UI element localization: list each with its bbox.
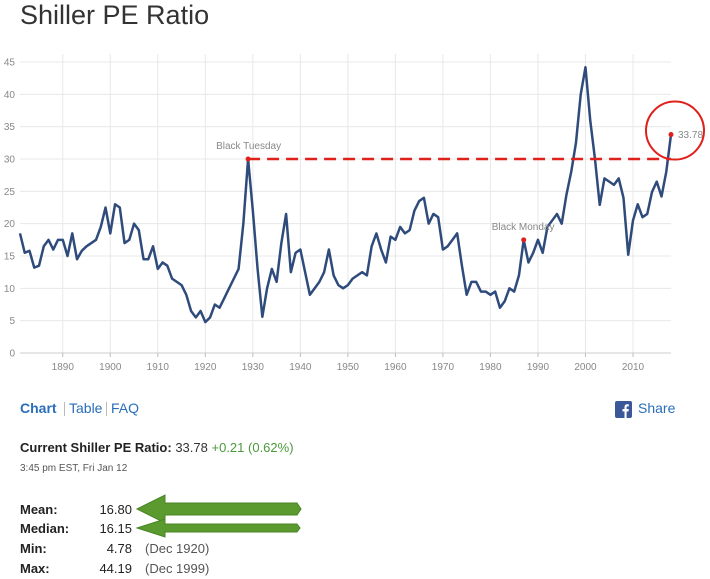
x-tick-label: 1910 <box>147 362 170 373</box>
green-arrows <box>135 494 302 538</box>
share-link[interactable]: Share <box>638 400 676 416</box>
tab-chart[interactable]: Chart <box>20 400 57 416</box>
value-label: 33.78 <box>678 130 703 141</box>
data-line <box>18 65 673 324</box>
x-tick-label: 1940 <box>289 362 312 373</box>
y-tick-label: 5 <box>9 316 15 327</box>
annotation-label: Black Tuesday <box>216 141 281 152</box>
current-number: 33.78 <box>175 440 208 455</box>
annotation-dot <box>521 237 527 243</box>
timestamp: 3:45 pm EST, Fri Jan 12 <box>20 463 128 474</box>
highlight-circle <box>645 100 705 161</box>
x-tick-label: 1920 <box>194 362 217 373</box>
y-tick-label: 25 <box>4 187 16 198</box>
y-tick-label: 40 <box>4 90 16 101</box>
stat-value: 4.78 <box>106 541 132 556</box>
tab-table[interactable]: Table <box>69 400 103 416</box>
y-tick-label: 15 <box>4 252 16 263</box>
x-tick-label: 1980 <box>479 362 502 373</box>
stat-date: (Dec 1999) <box>145 561 210 576</box>
x-tick-label: 1890 <box>52 362 75 373</box>
current-label: Current Shiller PE Ratio: <box>20 440 172 455</box>
x-tick-label: 1930 <box>242 362 265 373</box>
chart: 0 5 10 15 20 25 30 35 40 45 1890 1900 1910 1920 1930 19… <box>4 54 705 373</box>
stat-label: Mean: <box>20 502 58 517</box>
plot-area <box>20 54 671 353</box>
tab-faq[interactable]: FAQ <box>111 400 140 416</box>
x-tick-label: 1970 <box>432 362 455 373</box>
current-change: +0.21 (0.62%) <box>211 440 294 455</box>
facebook-icon[interactable] <box>615 401 632 418</box>
annotation-dot <box>245 156 251 162</box>
stat-label: Median: <box>20 521 70 536</box>
x-tick-label: 2000 <box>574 362 597 373</box>
stat-value: 44.19 <box>99 561 132 576</box>
stat-value: 16.80 <box>99 502 132 517</box>
y-tick-label: 20 <box>4 219 16 230</box>
last-point <box>668 132 674 138</box>
separator <box>64 402 65 416</box>
stat-value: 16.15 <box>99 521 132 536</box>
separator <box>106 402 107 416</box>
page-title: Shiller PE Ratio <box>20 0 210 30</box>
x-tick-label: 1990 <box>527 362 550 373</box>
x-tick-label: 1900 <box>99 362 122 373</box>
current-value: Current Shiller PE Ratio: 33.78 +0.21 (0… <box>20 440 294 455</box>
x-tick-label: 2010 <box>622 362 645 373</box>
y-tick-label: 45 <box>4 58 16 69</box>
x-tick-label: 1950 <box>337 362 360 373</box>
stat-label: Min: <box>20 541 47 556</box>
stat-date: (Dec 1920) <box>145 541 210 556</box>
y-tick-label: 35 <box>4 122 16 133</box>
annotation-label: Black Monday <box>492 222 555 233</box>
y-tick-label: 0 <box>9 349 15 360</box>
y-tick-label: 30 <box>4 155 16 166</box>
x-tick-label: 1960 <box>384 362 407 373</box>
stat-label: Max: <box>20 561 50 576</box>
y-tick-label: 10 <box>4 284 16 295</box>
